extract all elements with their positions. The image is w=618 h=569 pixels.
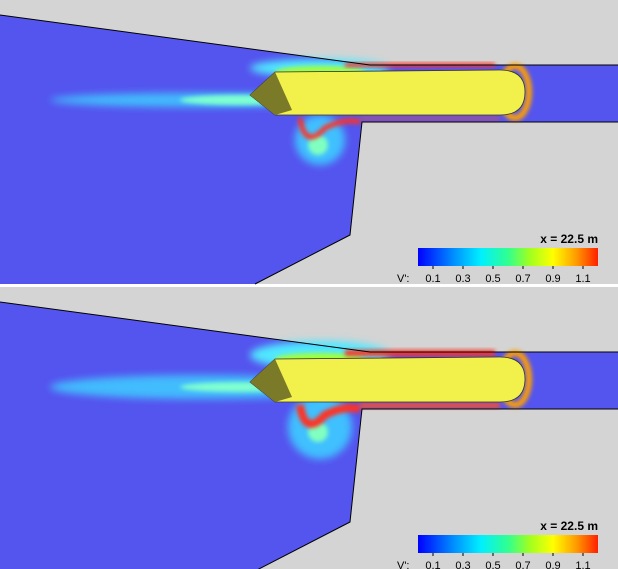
- colorbar: [418, 535, 598, 553]
- colorbar-tick-label: 0.9: [545, 560, 560, 569]
- colorbar-tick-label: 0.7: [515, 273, 530, 285]
- colorbar-tick-label: 1.1: [575, 560, 590, 569]
- colorbar-tick-label: 0.3: [455, 560, 470, 569]
- colorbar-label: V':: [397, 560, 410, 569]
- colorbar: [418, 248, 598, 266]
- colorbar-tick-label: 0.9: [545, 273, 560, 285]
- top-red: [345, 350, 495, 356]
- hull: [250, 357, 525, 402]
- colorbar-tick-label: 0.7: [515, 560, 530, 569]
- colorbar-tick-label: 0.3: [455, 273, 470, 285]
- panel-title: x = 22.5 m: [540, 232, 598, 246]
- colorbar-tick-label: 0.1: [425, 560, 440, 569]
- colorbar-tick-label: 0.5: [485, 560, 500, 569]
- colorbar-tick-label: 1.1: [575, 273, 590, 285]
- panel-title: x = 22.5 m: [540, 519, 598, 533]
- figure: x = 22.5 mV':0.10.30.50.70.91.1x = 22.5 …: [0, 0, 618, 569]
- colorbar-tick-label: 0.5: [485, 273, 500, 285]
- bottom-red: [360, 403, 500, 408]
- colorbar-tick-label: 0.1: [425, 273, 440, 285]
- bottom-red: [360, 116, 500, 121]
- panel: x = 22.5 m V': 0.1 0.3 0.5 0.7 0.9 1.1: [0, 0, 618, 285]
- hull: [250, 70, 525, 115]
- panel: x = 22.5 m V': 0.1 0.3 0.5 0.7 0.9 1.1: [0, 287, 618, 569]
- colorbar-label: V':: [397, 273, 410, 285]
